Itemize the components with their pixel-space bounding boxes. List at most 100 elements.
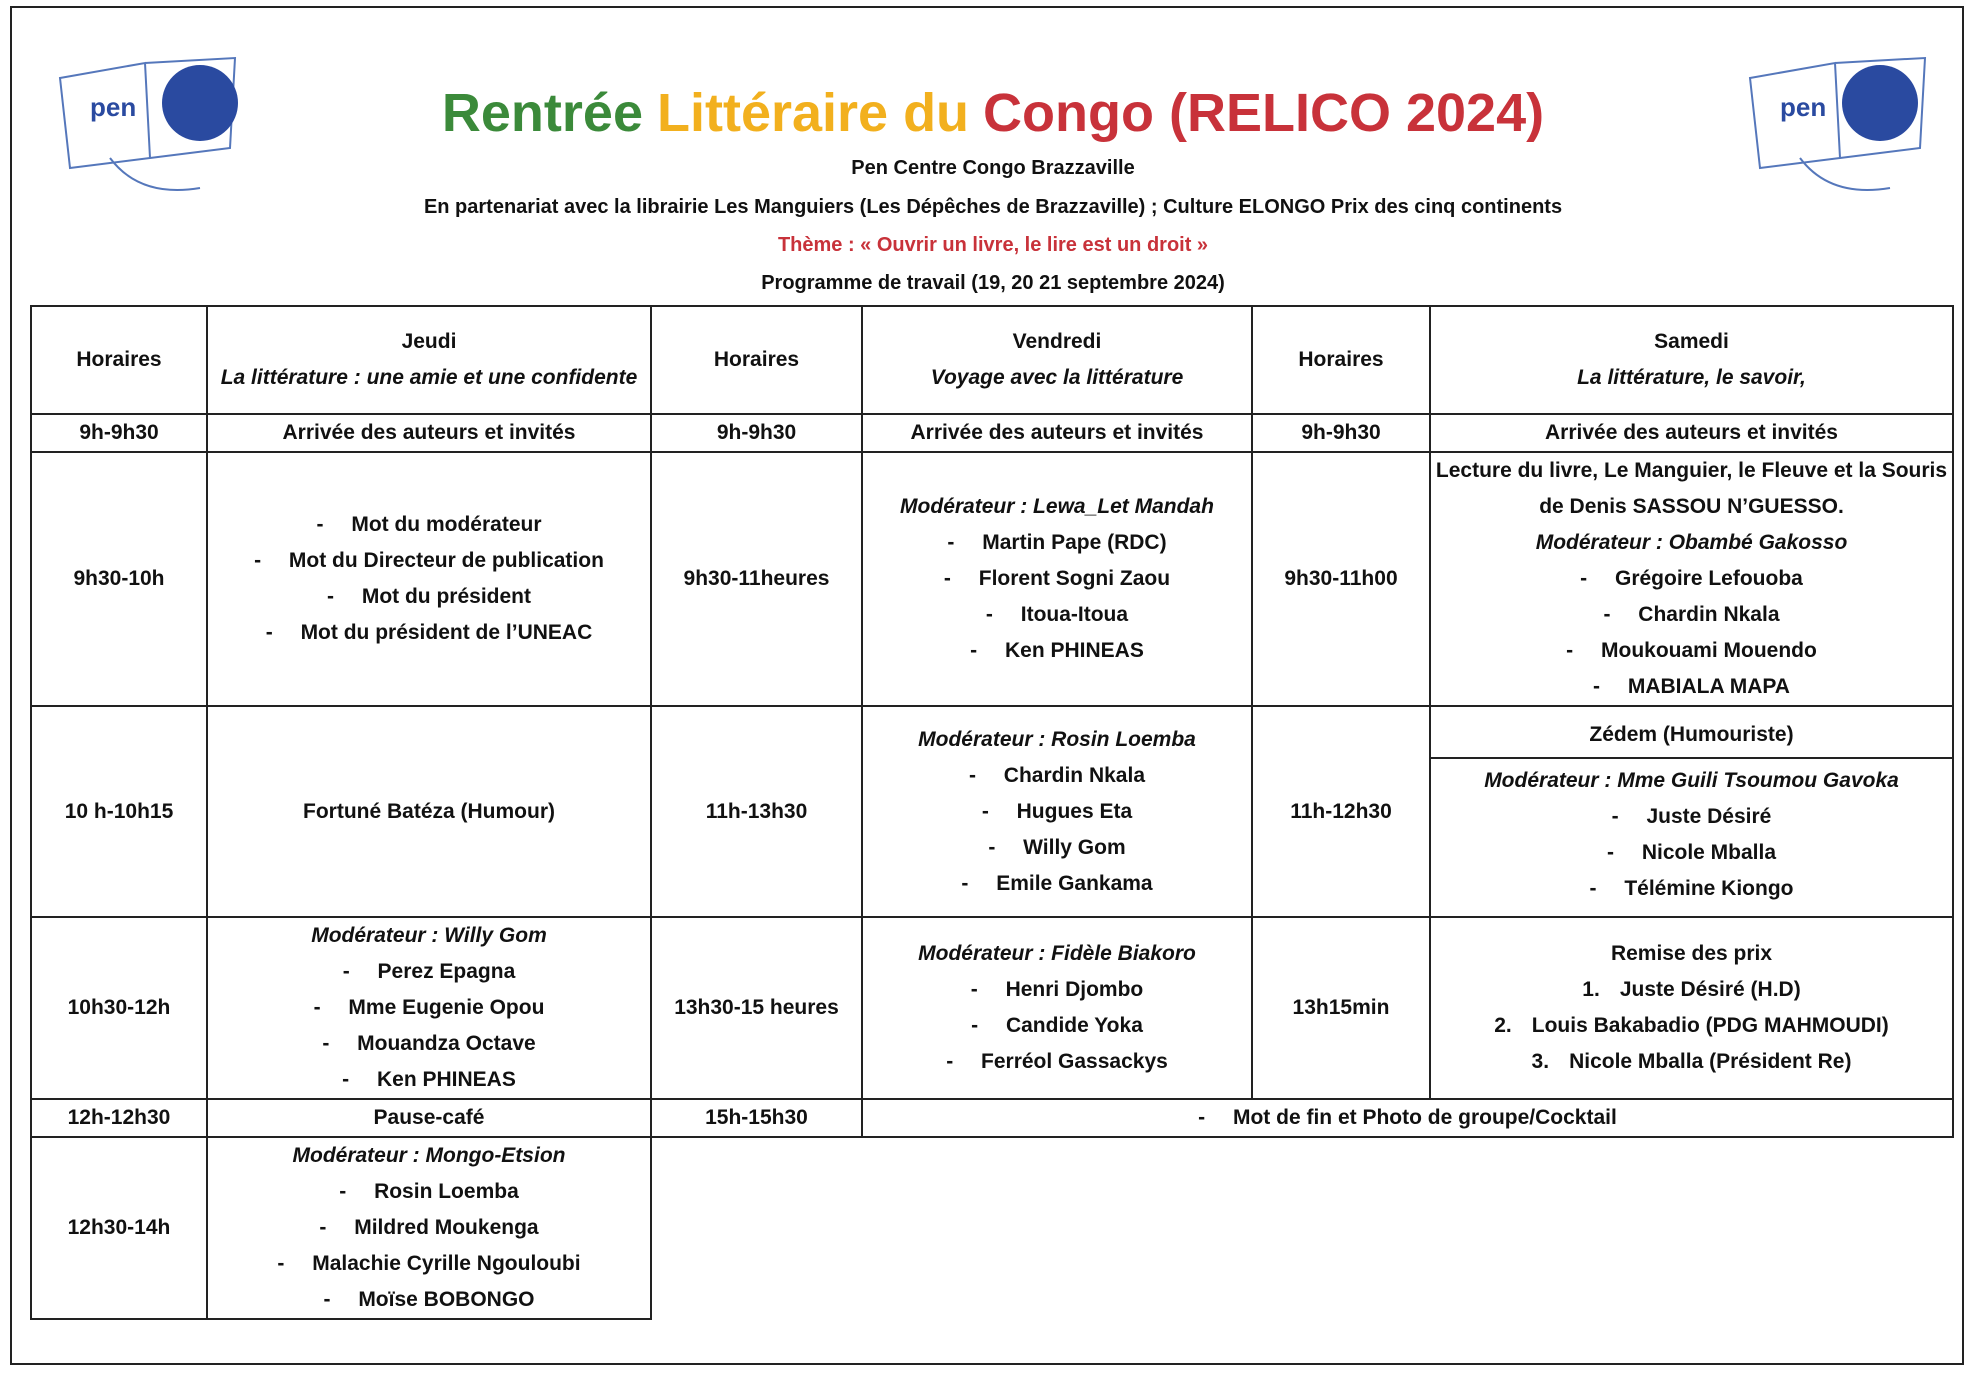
table-cell: Modérateur : Rosin Loemba Chardin NkalaHu…	[861, 705, 1253, 918]
title: Rentrée Littéraire du Congo (RELICO 2024)	[0, 82, 1986, 144]
cell-content: Zédem (Humouriste) Modérateur : Mme Guili…	[1431, 713, 1952, 911]
cell-content: 10 h-10h15	[32, 794, 206, 830]
cell-content: Fortuné Batéza (Humour)	[208, 794, 650, 830]
list-item: Moïse BOBONGO	[208, 1282, 650, 1318]
table-cell: Modérateur : Mongo-Etsion Rosin LoembaMil…	[206, 1136, 652, 1320]
table-cell: 9h-9h30	[650, 413, 863, 453]
list-item: Malachie Cyrille Ngouloubi	[208, 1246, 650, 1282]
table-cell: Modérateur : Fidèle Biakoro Henri DjomboC…	[861, 916, 1253, 1100]
list-item: Hugues Eta	[863, 794, 1251, 830]
moderator: Modérateur : Fidèle Biakoro	[918, 942, 1196, 965]
title-part: Congo (RELICO 2024)	[983, 83, 1545, 143]
table-cell: 9h30-10h	[30, 451, 208, 707]
cell-text: Arrivée des auteurs et invités	[1545, 421, 1838, 444]
table-cell: Jeudi La littérature : une amie et une co…	[206, 305, 652, 415]
list-item: Moukouami Mouendo	[1431, 633, 1952, 669]
list-item: Candide Yoka	[863, 1008, 1251, 1044]
cell-text: Zédem (Humouriste)	[1589, 722, 1794, 746]
table-cell: Arrivée des auteurs et invités	[861, 413, 1253, 453]
theme: Thème : « Ouvrir un livre, le lire est u…	[777, 234, 1209, 256]
cell-content: 9h-9h30	[32, 415, 206, 451]
cell-text: 9h30-10h	[73, 567, 165, 590]
cell-content: Horaires	[32, 342, 206, 378]
cell-text: Arrivée des auteurs et invités	[282, 421, 576, 444]
cell-content: Modérateur : Lewa_Let Mandah Martin Pape …	[863, 489, 1251, 669]
cell-text: 9h-9h30	[79, 421, 159, 444]
table-cell: Modérateur : Willy Gom Perez EpagnaMme Eu…	[206, 916, 652, 1100]
list-item: Nicole Mballa	[1431, 835, 1952, 871]
list-item: Martin Pape (RDC)	[863, 525, 1251, 561]
cell-content: 12h-12h30	[32, 1100, 206, 1136]
table-row: 12h30-14h Modérateur : Mongo-Etsion Rosin …	[30, 1136, 1953, 1320]
list-item: Florent Sogni Zaou	[863, 561, 1251, 597]
cell-text: 12h-12h30	[67, 1106, 171, 1129]
list-item: Mot de fin et Photo de groupe/Cocktail	[863, 1100, 1952, 1136]
cell-text: Lecture du livre, Le Manguier, le Fleuve…	[1435, 459, 1948, 518]
table-cell: Mot du modérateurMot du Directeur de pub…	[206, 451, 652, 707]
moderator: Modérateur : Lewa_Let Mandah	[900, 495, 1214, 518]
list-item: Mme Eugenie Opou	[208, 990, 650, 1026]
cell-content: 15h-15h30	[652, 1100, 861, 1136]
cell-text: Vendredi	[1012, 330, 1102, 353]
list-item: MABIALA MAPA	[1431, 669, 1952, 705]
table-cell: Remise des prix Juste Désiré (H.D) Louis B…	[1429, 916, 1954, 1100]
cell-content: 9h-9h30	[652, 415, 861, 451]
table-cell: Vendredi Voyage avec la littérature	[861, 305, 1253, 415]
table-cell: 10 h-10h15	[30, 705, 208, 918]
table-cell: 9h-9h30	[1251, 413, 1431, 453]
table-cell: Fortuné Batéza (Humour)	[206, 705, 652, 918]
table-cell: Horaires	[650, 305, 863, 415]
cell-content: Modérateur : Mme Guili Tsoumou Gavoka Jus…	[1431, 763, 1952, 907]
cell-content: Horaires	[1253, 342, 1429, 378]
cell-text: 9h-9h30	[1301, 421, 1381, 444]
table-cell: 9h30-11heures	[650, 451, 863, 707]
cell-part: Modérateur : Mme Guili Tsoumou Gavoka Jus…	[1431, 756, 1952, 911]
title-part: Littéraire du	[656, 83, 970, 143]
cell-content: Pause-café	[208, 1100, 650, 1136]
cell-content: Lecture du livre, Le Manguier, le Fleuve…	[1431, 453, 1952, 705]
cell-text: 9h-9h30	[716, 421, 797, 444]
day-theme: La littérature : une amie et une confide…	[220, 366, 638, 389]
logo-text: pen	[1780, 92, 1826, 122]
list-item: Grégoire Lefouoba	[1431, 561, 1952, 597]
table-cell: Horaires	[30, 305, 208, 415]
day-theme: Voyage avec la littérature	[930, 366, 1184, 389]
list-item: Mot du président de l’UNEAC	[208, 615, 650, 651]
partners: En partenariat avec la librairie Les Man…	[423, 196, 1563, 218]
list-item: Juste Désiré	[1431, 799, 1952, 835]
cell-content: Vendredi Voyage avec la littérature	[863, 324, 1251, 396]
cell-content: Horaires	[652, 342, 861, 378]
cell-content: 13h15min	[1253, 990, 1429, 1026]
list-item: Ken PHINEAS	[208, 1062, 650, 1098]
cell-text: 13h15min	[1292, 996, 1390, 1019]
cell-part: Zédem (Humouriste)	[1431, 713, 1952, 757]
table-cell: Zédem (Humouriste) Modérateur : Mme Guili…	[1429, 705, 1954, 918]
cell-text: Horaires	[1298, 348, 1384, 371]
table-row: 10 h-10h15 Fortuné Batéza (Humour) 11h-13h…	[30, 705, 1954, 918]
list-item: Mot du président	[208, 579, 650, 615]
cell-content: 10h30-12h	[32, 990, 206, 1026]
schedule-table: Horaires Jeudi La littérature : une amie e…	[30, 305, 1954, 1320]
cell-text: Jeudi	[401, 330, 457, 353]
cell-content: Samedi La littérature, le savoir,	[1431, 324, 1952, 396]
list-item: Mouandza Octave	[208, 1026, 650, 1062]
table-row: 10h30-12h Modérateur : Willy Gom Perez Epa…	[30, 916, 1954, 1100]
numbered-item: Nicole Mballa (Président Re)	[1569, 1050, 1852, 1073]
list-item: Télémine Kiongo	[1431, 871, 1952, 907]
numbered-item: Louis Bakabadio (PDG MAHMOUDI)	[1531, 1014, 1889, 1037]
numbered-item: Juste Désiré (H.D)	[1619, 978, 1801, 1001]
moderator: Modérateur : Mme Guili Tsoumou Gavoka	[1484, 768, 1899, 792]
table-cell: 11h-13h30	[650, 705, 863, 918]
list-item: Ken PHINEAS	[863, 633, 1251, 669]
list-item: Henri Djombo	[863, 972, 1251, 1008]
logo-text: pen	[90, 92, 136, 122]
table-cell: 12h30-14h	[30, 1136, 208, 1320]
cell-text: 10h30-12h	[67, 996, 171, 1019]
list-item: Itoua-Itoua	[863, 597, 1251, 633]
cell-content: 11h-12h30	[1253, 794, 1429, 830]
programme: Programme de travail (19, 20 21 septembr…	[761, 272, 1225, 294]
table-cell: Arrivée des auteurs et invités	[206, 413, 652, 453]
table-cell: 15h-15h30	[650, 1098, 863, 1138]
list-item: Mot du Directeur de publication	[208, 543, 650, 579]
